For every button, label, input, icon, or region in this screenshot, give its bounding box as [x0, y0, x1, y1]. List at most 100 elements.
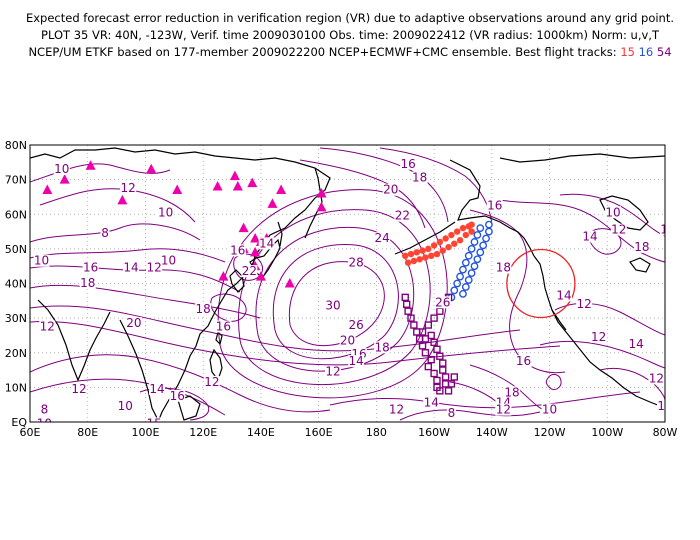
track-15-point: [453, 228, 461, 235]
track-15-point: [402, 252, 409, 259]
contour-label-bg: [648, 372, 665, 385]
track-54-point: [424, 321, 433, 329]
track-16-point: [453, 279, 462, 288]
contour-label: 8: [448, 406, 456, 420]
contour-line: [30, 163, 171, 183]
track-54-point: [436, 387, 444, 395]
contour-line: [329, 391, 641, 409]
observation-triangle: [238, 222, 249, 233]
contour-label: 20: [383, 183, 398, 197]
contour-label-bg: [504, 386, 521, 399]
contour-line: [288, 261, 385, 347]
lon-tick-label: 160W: [418, 426, 450, 439]
contour-line: [30, 354, 331, 413]
track-16-label: 16: [638, 45, 654, 59]
track-16-point: [459, 289, 467, 298]
track-15-point: [459, 224, 467, 232]
track-15-point: [456, 237, 464, 244]
contour-label-bg: [33, 254, 50, 267]
contour-label: 12: [40, 320, 55, 334]
contour-label: 12: [204, 375, 219, 389]
observation-triangle: [218, 271, 229, 281]
track-54-point: [424, 362, 433, 371]
lat-tick-label: EQ: [11, 416, 27, 429]
contour-line: [255, 226, 415, 372]
track-16-point: [461, 258, 470, 267]
observation-triangle: [267, 198, 278, 208]
contour-label-bg: [610, 223, 627, 236]
contour-label-bg: [36, 417, 53, 422]
track-54-label: 54: [656, 45, 672, 59]
track-16-point: [479, 241, 488, 250]
observation-triangle: [59, 174, 70, 184]
contour-label-bg: [39, 403, 49, 416]
track-15-point: [448, 231, 455, 239]
contour-label-bg: [394, 209, 411, 222]
contour-line: [30, 248, 226, 263]
contour-line: [469, 209, 566, 374]
contour-label: 10: [118, 399, 133, 413]
contour-label-bg: [71, 382, 88, 395]
coastline-india: [37, 299, 111, 382]
contour-label-bg: [605, 206, 622, 219]
contour-line: [30, 305, 521, 352]
observation-triangle: [250, 232, 261, 243]
lon-tick-label: 120E: [189, 426, 217, 439]
contour-label: 18: [196, 302, 211, 316]
track-15-point: [410, 257, 418, 265]
contour-label: 16: [83, 261, 98, 275]
contour-label-bg: [495, 403, 512, 416]
track-16-point: [470, 262, 479, 271]
contour-label-bg: [400, 157, 417, 170]
lon-tick-label: 140E: [247, 426, 275, 439]
contour-label-bg: [541, 403, 558, 416]
contour-line: [30, 284, 261, 319]
contour-label: 14: [149, 382, 164, 396]
contour-label-bg: [79, 277, 96, 290]
track-15-label: 15: [620, 45, 635, 59]
contour-label-bg: [195, 303, 212, 316]
contour-label-bg: [446, 445, 462, 457]
contour-label-bg: [39, 320, 56, 333]
observation-triangle: [42, 184, 53, 195]
track-54-point: [427, 355, 435, 364]
contour-label: 14: [657, 399, 672, 413]
observation-triangle: [117, 194, 128, 205]
track-54-point: [401, 293, 409, 302]
lon-tick-label: 180: [366, 426, 387, 439]
track-15-point: [433, 250, 441, 258]
contour-label-bg: [348, 256, 365, 269]
track-16-point: [476, 224, 485, 233]
lon-tick-label: 100W: [591, 426, 623, 439]
contour-label: 16: [663, 309, 678, 323]
contour-line: [588, 228, 622, 255]
track-15-point: [468, 228, 475, 235]
contour-label: 12: [120, 181, 135, 195]
flight-track-16: [447, 220, 493, 302]
observation-triangle: [276, 184, 287, 195]
lon-tick-label: 80E: [77, 426, 98, 439]
coastline-great-lakes: [629, 257, 651, 273]
observation-triangle: [284, 278, 295, 288]
track-54-point: [421, 349, 430, 357]
observation-triangle: [316, 201, 327, 212]
contour-line: [319, 147, 449, 223]
contour-label-bg: [495, 261, 512, 274]
contour-label-bg: [325, 365, 342, 378]
contour-label-bg: [215, 320, 232, 333]
coastline-sakhalin: [277, 221, 283, 247]
lat-tick-label: 50N: [5, 243, 27, 256]
coastline-aleutians: [394, 221, 456, 255]
track-15-point: [462, 231, 470, 239]
contour-label: 14: [123, 261, 138, 275]
contour-label: 18: [412, 171, 427, 185]
contour-label-bg: [117, 400, 134, 413]
contour-label-bg: [146, 417, 163, 422]
track-54-point: [439, 359, 447, 367]
track-54-point: [441, 373, 450, 381]
contour-line: [210, 293, 247, 322]
contour-label-bg: [657, 400, 665, 413]
contour-line: [554, 302, 665, 336]
track-16-point: [473, 255, 482, 264]
